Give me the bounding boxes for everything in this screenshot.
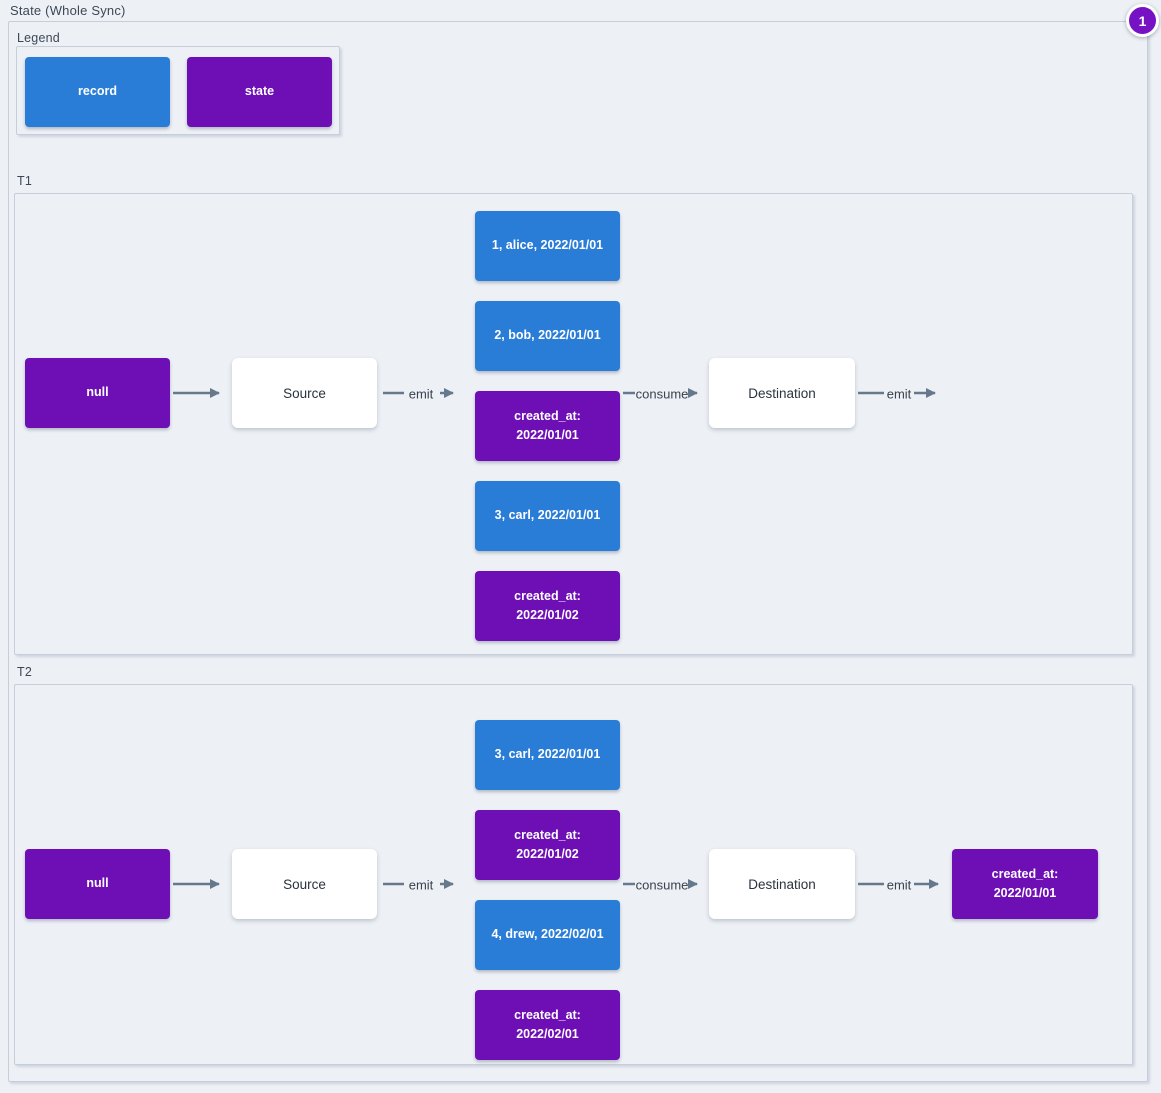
t1-record-3: 3, carl, 2022/01/01 bbox=[475, 481, 620, 551]
outer-container bbox=[8, 21, 1148, 1082]
t2-output-state-node: created_at: 2022/01/01 bbox=[952, 849, 1098, 919]
t1-state-2: created_at: 2022/01/02 bbox=[475, 571, 620, 641]
legend-title: Legend bbox=[17, 31, 60, 45]
t2-record-2: 4, drew, 2022/02/01 bbox=[475, 900, 620, 970]
section-t2-title: T2 bbox=[17, 665, 32, 679]
page-title: State (Whole Sync) bbox=[10, 3, 126, 18]
t2-destination-node: Destination bbox=[709, 849, 855, 919]
step-badge[interactable]: 1 bbox=[1126, 4, 1159, 37]
legend-record-swatch: record bbox=[25, 57, 170, 127]
t2-record-1: 3, carl, 2022/01/01 bbox=[475, 720, 620, 790]
t2-emit-label-source: emit bbox=[408, 877, 434, 893]
t1-consume-label: consume bbox=[635, 386, 689, 402]
section-t2-container bbox=[14, 684, 1133, 1065]
t2-state-1: created_at: 2022/01/02 bbox=[475, 810, 620, 880]
t2-state-2: created_at: 2022/02/01 bbox=[475, 990, 620, 1060]
t1-state-1: created_at: 2022/01/01 bbox=[475, 391, 620, 461]
section-t1-title: T1 bbox=[17, 174, 32, 188]
t2-null-state-node: null bbox=[25, 849, 170, 919]
t1-record-2: 2, bob, 2022/01/01 bbox=[475, 301, 620, 371]
t1-null-state-node: null bbox=[25, 358, 170, 428]
t2-source-node: Source bbox=[232, 849, 377, 919]
step-badge-label: 1 bbox=[1138, 12, 1147, 29]
t1-destination-node: Destination bbox=[709, 358, 855, 428]
t1-emit-label-destination: emit bbox=[886, 386, 912, 402]
section-t1-container bbox=[14, 193, 1133, 655]
t1-emit-label-source: emit bbox=[408, 386, 434, 402]
legend-state-swatch: state bbox=[187, 57, 332, 127]
t2-consume-label: consume bbox=[635, 877, 689, 893]
legend-container bbox=[16, 46, 340, 135]
t1-source-node: Source bbox=[232, 358, 377, 428]
t1-record-1: 1, alice, 2022/01/01 bbox=[475, 211, 620, 281]
t2-emit-label-destination: emit bbox=[886, 877, 912, 893]
